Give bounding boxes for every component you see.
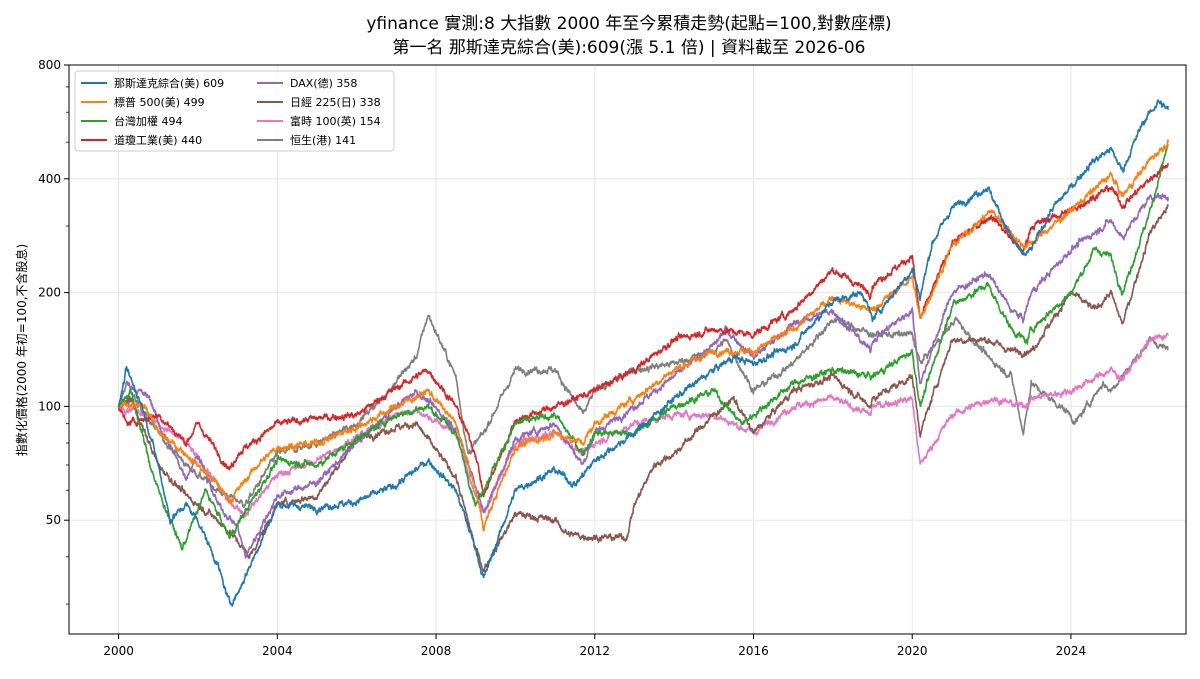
series-line-1 xyxy=(117,139,1169,532)
x-tick-label: 2020 xyxy=(897,644,928,658)
series-line-3 xyxy=(117,163,1169,498)
series-line-5 xyxy=(117,204,1169,572)
series-line-6 xyxy=(117,332,1169,518)
grid-lines xyxy=(69,64,1186,634)
legend: 那斯達克綜合(美) 609 標普 500(美) 499 台灣加權 494 道瓊工業(美… xyxy=(74,70,395,152)
x-tick-label: 2016 xyxy=(738,644,769,658)
legend-entry: 道瓊工業(美) 440 xyxy=(114,133,202,147)
x-tick-label: 2000 xyxy=(103,644,134,658)
chart-subtitle: 第一名 那斯達克綜合(美):609(漲 5.1 倍) | 資料截至 2026-0… xyxy=(393,38,866,58)
legend-entry: 那斯達克綜合(美) 609 xyxy=(114,76,224,90)
series-line-2 xyxy=(117,143,1169,551)
x-tick-label: 2024 xyxy=(1056,644,1087,658)
legend-entry: 日經 225(日) 338 xyxy=(290,95,381,109)
y-tick-label: 200 xyxy=(38,286,61,300)
legend-box xyxy=(74,70,395,152)
y-axis: 50 100 200 400 800 xyxy=(38,58,69,605)
legend-entry: 標普 500(美) 499 xyxy=(114,95,205,109)
series-lines xyxy=(117,99,1169,607)
y-axis-label: 指數化價格(2000 年初=100,不含股息) xyxy=(14,244,29,457)
series-line-0 xyxy=(117,99,1169,607)
x-axis: 2000 2004 2008 2012 2016 2020 2024 xyxy=(103,634,1086,658)
x-tick-label: 2012 xyxy=(579,644,610,658)
y-tick-label: 50 xyxy=(46,513,61,527)
legend-entry: 恒生(港) 141 xyxy=(290,133,356,147)
x-tick-label: 2004 xyxy=(262,644,293,658)
legend-entry: 台灣加權 494 xyxy=(114,114,183,128)
series-line-4 xyxy=(117,192,1169,559)
legend-entry: DAX(德) 358 xyxy=(290,76,357,90)
x-tick-label: 2008 xyxy=(421,644,452,658)
plot-frame xyxy=(68,64,1187,635)
legend-entry: 富時 100(英) 154 xyxy=(290,114,381,128)
chart-title: yfinance 實測:8 大指數 2000 年至今累積走勢(起點=100,對數… xyxy=(366,14,891,34)
y-tick-label: 800 xyxy=(38,58,61,72)
y-tick-label: 100 xyxy=(38,399,61,413)
y-tick-label: 400 xyxy=(38,172,61,186)
